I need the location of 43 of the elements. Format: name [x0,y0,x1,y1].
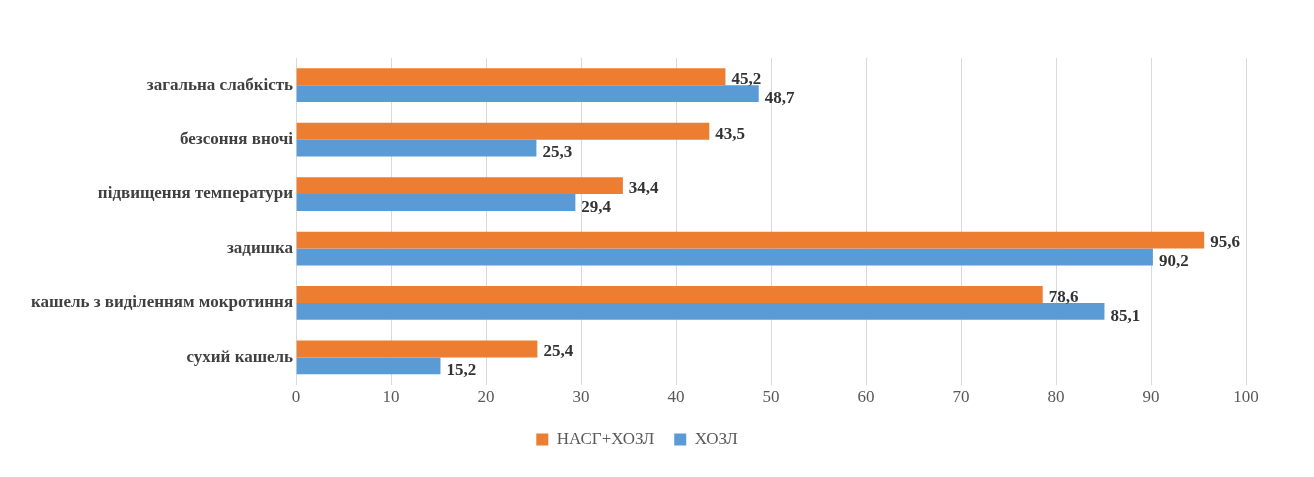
data-label: 78,6 [1048,286,1079,306]
data-label: 95,6 [1210,232,1240,252]
bar [296,248,1153,266]
data-label: 34,4 [628,178,660,198]
x-tick-label: 0 [291,387,301,407]
bar [296,68,726,86]
x-tick-label: 40 [667,387,685,407]
data-label: 29,4 [581,196,612,216]
data-label: 25,4 [543,341,574,361]
x-tick-label: 70 [952,387,970,407]
data-label: 48,7 [764,88,795,108]
data-label: 15,2 [446,360,477,380]
x-tick-label: 90 [1142,387,1160,407]
data-label: 90,2 [1158,251,1189,271]
x-tick-label: 20 [477,387,495,407]
bar [296,340,538,358]
y-tick-label: підвищення температури [97,183,294,203]
x-tick-label: 50 [762,387,780,407]
legend-label: НАСГ+ХОЗЛ [556,428,655,448]
x-tick-label: 100 [1233,387,1259,407]
x-tick-label: 30 [572,387,590,407]
data-label: 25,3 [542,142,573,162]
bar [296,122,710,140]
x-tick-label: 10 [382,387,400,407]
data-label: 43,5 [715,123,746,143]
bar [296,286,1043,303]
data-label: 85,1 [1110,305,1141,325]
data-label: 45,2 [731,69,762,89]
bar [296,139,537,157]
bar [296,194,576,211]
x-tick-label: 60 [857,387,875,407]
bar [296,357,441,375]
bar [296,85,759,103]
y-tick-label: кашель з виділенням мокротиння [31,292,294,312]
y-tick-label: сухий кашель [186,346,294,366]
bar [296,302,1105,320]
legend-label: ХОЗЛ [694,428,739,448]
y-tick-label: задишка [226,237,294,257]
x-tick-label: 80 [1047,387,1065,407]
y-tick-label: безсоння вночі [180,129,294,149]
bar [296,177,623,195]
y-tick-label: загальна слабкість [146,74,294,94]
bar [296,231,1205,249]
